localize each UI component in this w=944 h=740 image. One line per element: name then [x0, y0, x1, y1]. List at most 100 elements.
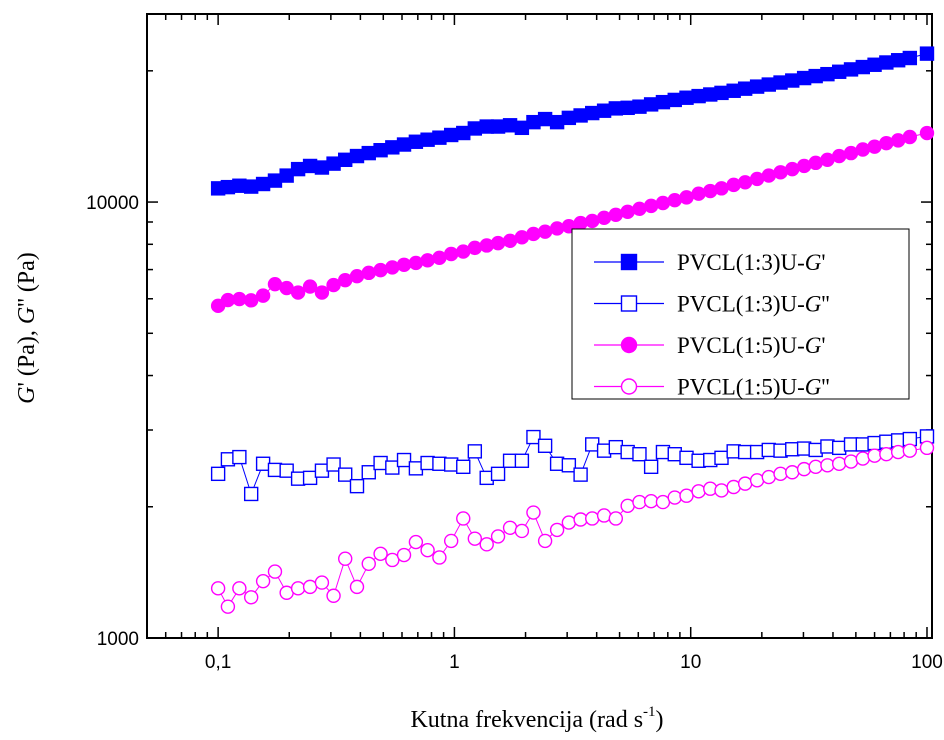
data-point — [420, 543, 435, 558]
data-point — [655, 444, 671, 460]
data-point — [890, 444, 906, 460]
data-point — [820, 66, 835, 82]
data-point — [537, 111, 553, 127]
data-point — [490, 119, 506, 134]
data-point — [514, 523, 530, 539]
x-tick-labels: 0,1 1 10 100 — [205, 652, 943, 673]
data-point — [349, 268, 365, 284]
data-point — [679, 190, 694, 205]
data-point — [314, 285, 330, 300]
data-point — [679, 450, 694, 466]
legend-label: PVCL(1:3)U-G'' — [677, 292, 830, 317]
data-point — [302, 579, 318, 595]
data-point — [279, 463, 294, 478]
data-point — [361, 556, 376, 571]
data-point — [408, 534, 424, 550]
data-point — [643, 459, 659, 475]
data-point — [432, 456, 447, 471]
data-point — [585, 105, 600, 121]
series-4 — [210, 440, 935, 614]
data-point — [831, 148, 847, 164]
x-tick-label: 0,1 — [205, 652, 231, 673]
data-point — [479, 537, 494, 552]
y-axis-title-part4: '' (Pa) — [14, 252, 40, 307]
legend-marker — [620, 336, 638, 354]
data-point — [879, 434, 894, 449]
x-axis-title-main: Kutna frekvencija (rad s — [410, 707, 643, 733]
data-point — [867, 448, 882, 463]
data-point — [667, 447, 682, 462]
data-point — [526, 226, 541, 242]
data-point — [919, 440, 935, 456]
data-point — [919, 125, 935, 141]
data-point — [585, 437, 600, 452]
data-point — [608, 101, 624, 116]
data-point — [643, 97, 659, 112]
x-axis-title: Kutna frekvencija (rad s-1) — [410, 704, 663, 733]
data-point — [349, 148, 365, 164]
data-point — [655, 494, 671, 510]
data-point — [855, 451, 871, 466]
legend-label: PVCL(1:3)U-G' — [677, 250, 826, 275]
x-tick-label: 1 — [449, 652, 460, 673]
data-point — [737, 175, 753, 190]
data-point — [549, 114, 565, 130]
data-point — [420, 253, 435, 268]
data-point — [655, 195, 671, 211]
data-point — [210, 581, 226, 596]
data-point — [820, 458, 835, 473]
data-point — [385, 260, 400, 275]
data-point — [902, 129, 918, 145]
data-point — [714, 483, 729, 498]
data-point — [243, 486, 259, 502]
data-point — [396, 547, 412, 563]
y-axis-title-part2: ' (Pa), — [14, 324, 40, 386]
data-point — [243, 179, 259, 194]
data-point — [726, 177, 741, 193]
data-point — [290, 285, 306, 300]
data-point — [820, 439, 835, 454]
x-tick-label: 100 — [911, 652, 943, 673]
data-point — [620, 100, 635, 116]
data-point — [467, 444, 483, 459]
data-point — [737, 476, 753, 491]
data-point — [643, 493, 659, 509]
data-point — [467, 240, 483, 256]
data-point — [855, 437, 871, 452]
y-axis-title-part1: G — [14, 386, 40, 403]
data-point — [714, 181, 729, 196]
data-point — [855, 142, 871, 157]
data-point — [867, 139, 882, 154]
legend-label: PVCL(1:5)U-G' — [677, 333, 826, 358]
data-point — [573, 215, 588, 231]
legend-label: PVCL(1:5)U-G'' — [677, 375, 830, 400]
legend-entry: PVCL(1:3)U-G' — [594, 250, 826, 275]
data-point — [467, 531, 483, 546]
data-point — [808, 155, 823, 171]
data-point — [396, 452, 412, 468]
data-point — [561, 515, 577, 530]
data-point — [691, 186, 706, 201]
data-point — [785, 161, 800, 177]
data-point — [643, 198, 659, 214]
data-point — [420, 132, 435, 147]
data-point — [890, 133, 906, 148]
data-point — [785, 73, 800, 88]
data-point — [773, 466, 788, 482]
data-point — [714, 85, 729, 101]
data-point — [385, 460, 400, 475]
data-point — [691, 484, 706, 499]
data-point — [620, 498, 635, 514]
series-1 — [210, 46, 935, 196]
data-point — [443, 246, 459, 262]
data-point — [220, 599, 236, 614]
x-tick-label: 10 — [680, 652, 701, 673]
data-point — [608, 207, 624, 222]
x-axis-title-sup: -1 — [643, 704, 656, 720]
data-point — [326, 588, 341, 603]
data-point — [879, 447, 894, 462]
data-point — [785, 442, 800, 457]
data-point — [526, 505, 541, 520]
data-point — [796, 461, 812, 477]
data-point — [456, 459, 471, 475]
